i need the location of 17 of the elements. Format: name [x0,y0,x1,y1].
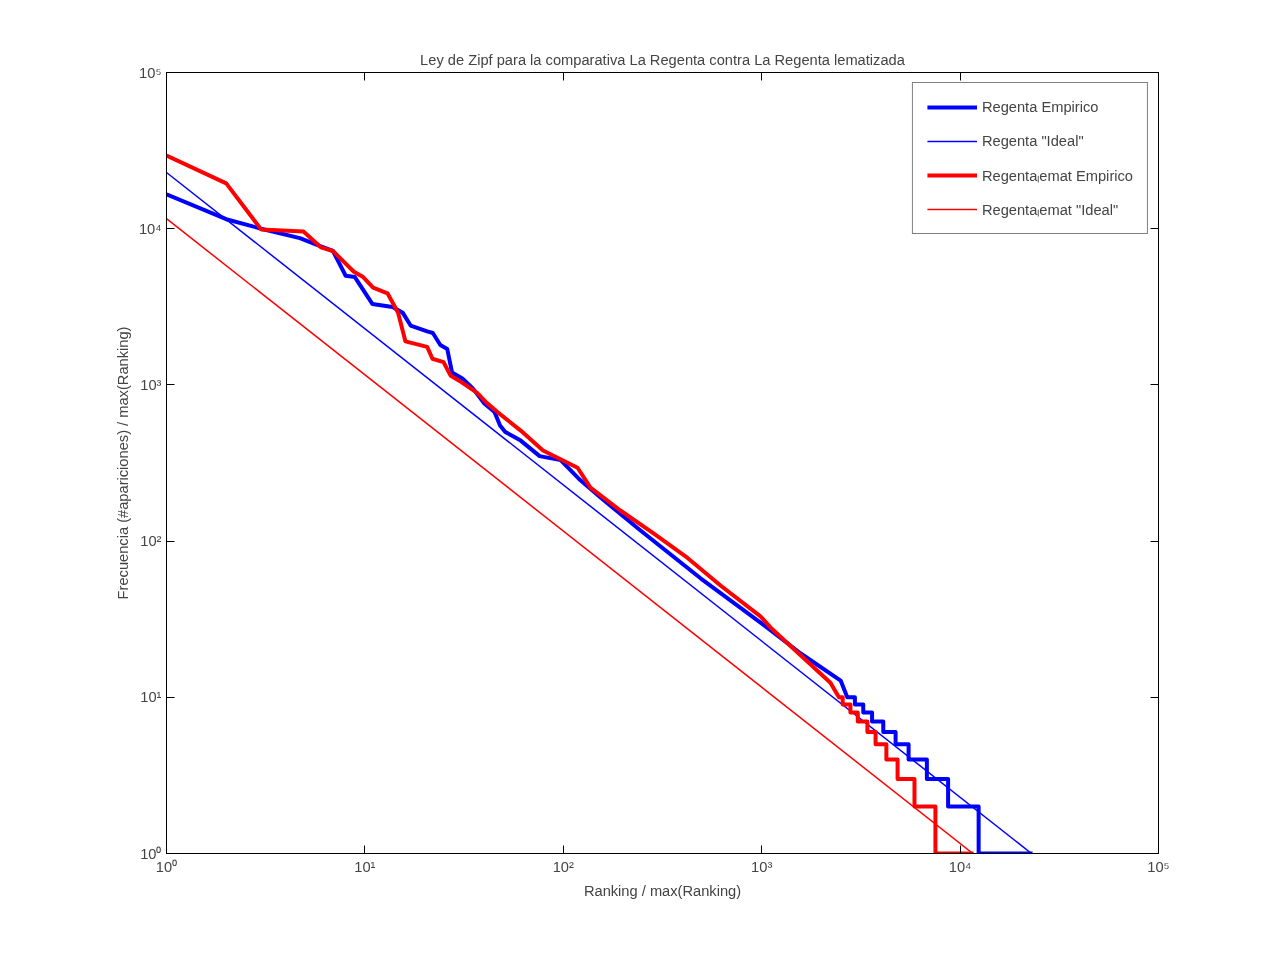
y-axis-title: Frecuencia (#apariciones) / max(Ranking) [114,326,131,600]
x-tick-label: 10² [552,858,575,875]
y-tick-label: 10⁵ [139,64,162,81]
y-tick-label: 10³ [140,376,162,393]
y-tick-label: 10¹ [140,689,162,706]
x-tick-label: 10⁴ [948,858,972,875]
x-tick-label: 10⁵ [1147,858,1170,875]
legend-label: Regenta Empirico [981,99,1099,115]
chart-title: Ley de Zipf para la comparativa La Regenta contra La Regenta lematizada [420,51,906,68]
y-tick-label: 10² [140,533,162,550]
legend-label: Regentaₗemat Empirico [981,167,1133,185]
y-tick-label: 10⁴ [138,220,162,237]
legend-label: Regentaₗemat "Ideal" [981,201,1119,219]
x-axis-title: Ranking / max(Ranking) [583,882,742,899]
x-tick-label: 10³ [751,858,773,875]
legend-label: Regenta "Ideal" [981,133,1084,149]
x-tick-label: 10¹ [354,858,376,875]
